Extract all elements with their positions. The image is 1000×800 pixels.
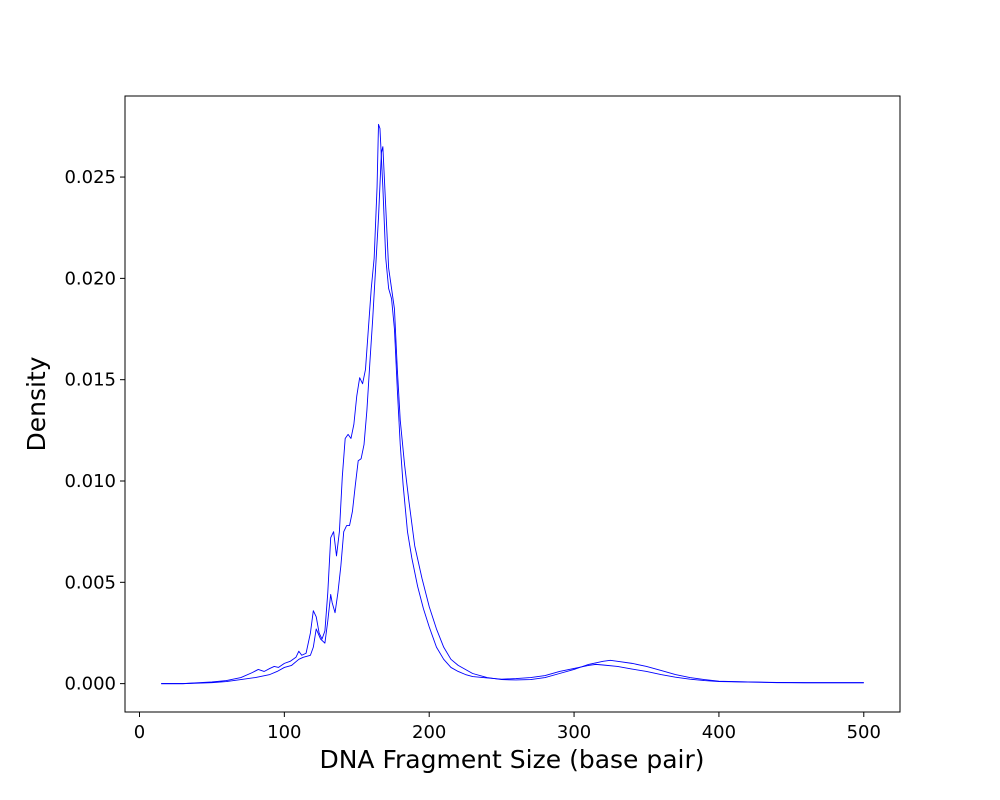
x-tick-label: 0 <box>134 722 145 743</box>
x-tick-label: 100 <box>267 722 301 743</box>
y-tick-label: 0.020 <box>64 268 116 289</box>
series-line-1 <box>161 123 864 685</box>
x-ticks: 0 100 200 300 400 500 <box>134 712 881 743</box>
x-tick-label: 300 <box>557 722 591 743</box>
x-tick-label: 500 <box>847 722 881 743</box>
x-tick-label: 200 <box>412 722 446 743</box>
series-line-2 <box>161 146 864 685</box>
y-tick-label: 0.005 <box>64 572 116 593</box>
y-tick-label: 0.025 <box>64 167 116 188</box>
x-tick-label: 400 <box>702 722 736 743</box>
y-tick-label: 0.015 <box>64 370 116 391</box>
x-axis-label: DNA Fragment Size (base pair) <box>319 745 704 774</box>
y-ticks: 0.000 0.005 0.010 0.015 0.020 0.025 <box>64 167 125 695</box>
y-tick-label: 0.000 <box>64 674 116 695</box>
plot-frame <box>124 95 901 713</box>
series-layer <box>161 123 864 685</box>
y-tick-label: 0.010 <box>64 471 116 492</box>
y-axis-label: Density <box>22 356 51 451</box>
